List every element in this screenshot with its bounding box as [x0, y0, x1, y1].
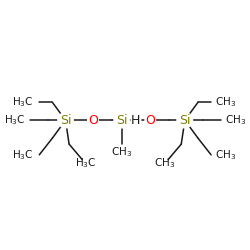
- Text: CH$_3$: CH$_3$: [154, 156, 175, 170]
- Text: O: O: [88, 114, 98, 127]
- Text: Si: Si: [116, 114, 127, 127]
- Text: CH$_3$: CH$_3$: [225, 113, 246, 127]
- Text: H: H: [131, 114, 140, 127]
- Text: H$_3$C: H$_3$C: [4, 113, 26, 127]
- Circle shape: [145, 115, 156, 126]
- Text: O: O: [145, 114, 155, 127]
- Circle shape: [88, 115, 98, 126]
- Text: CH$_3$: CH$_3$: [215, 148, 236, 162]
- Circle shape: [114, 112, 129, 128]
- Text: CH$_3$: CH$_3$: [111, 146, 132, 159]
- Circle shape: [177, 112, 192, 128]
- Text: Si: Si: [60, 114, 71, 127]
- Text: CH$_3$: CH$_3$: [215, 96, 236, 109]
- Text: H$_3$C: H$_3$C: [12, 148, 33, 162]
- Circle shape: [58, 112, 73, 128]
- Text: H$_3$C: H$_3$C: [75, 156, 96, 170]
- Text: Si: Si: [179, 114, 190, 127]
- Text: H$_3$C: H$_3$C: [12, 96, 33, 109]
- Circle shape: [131, 116, 141, 125]
